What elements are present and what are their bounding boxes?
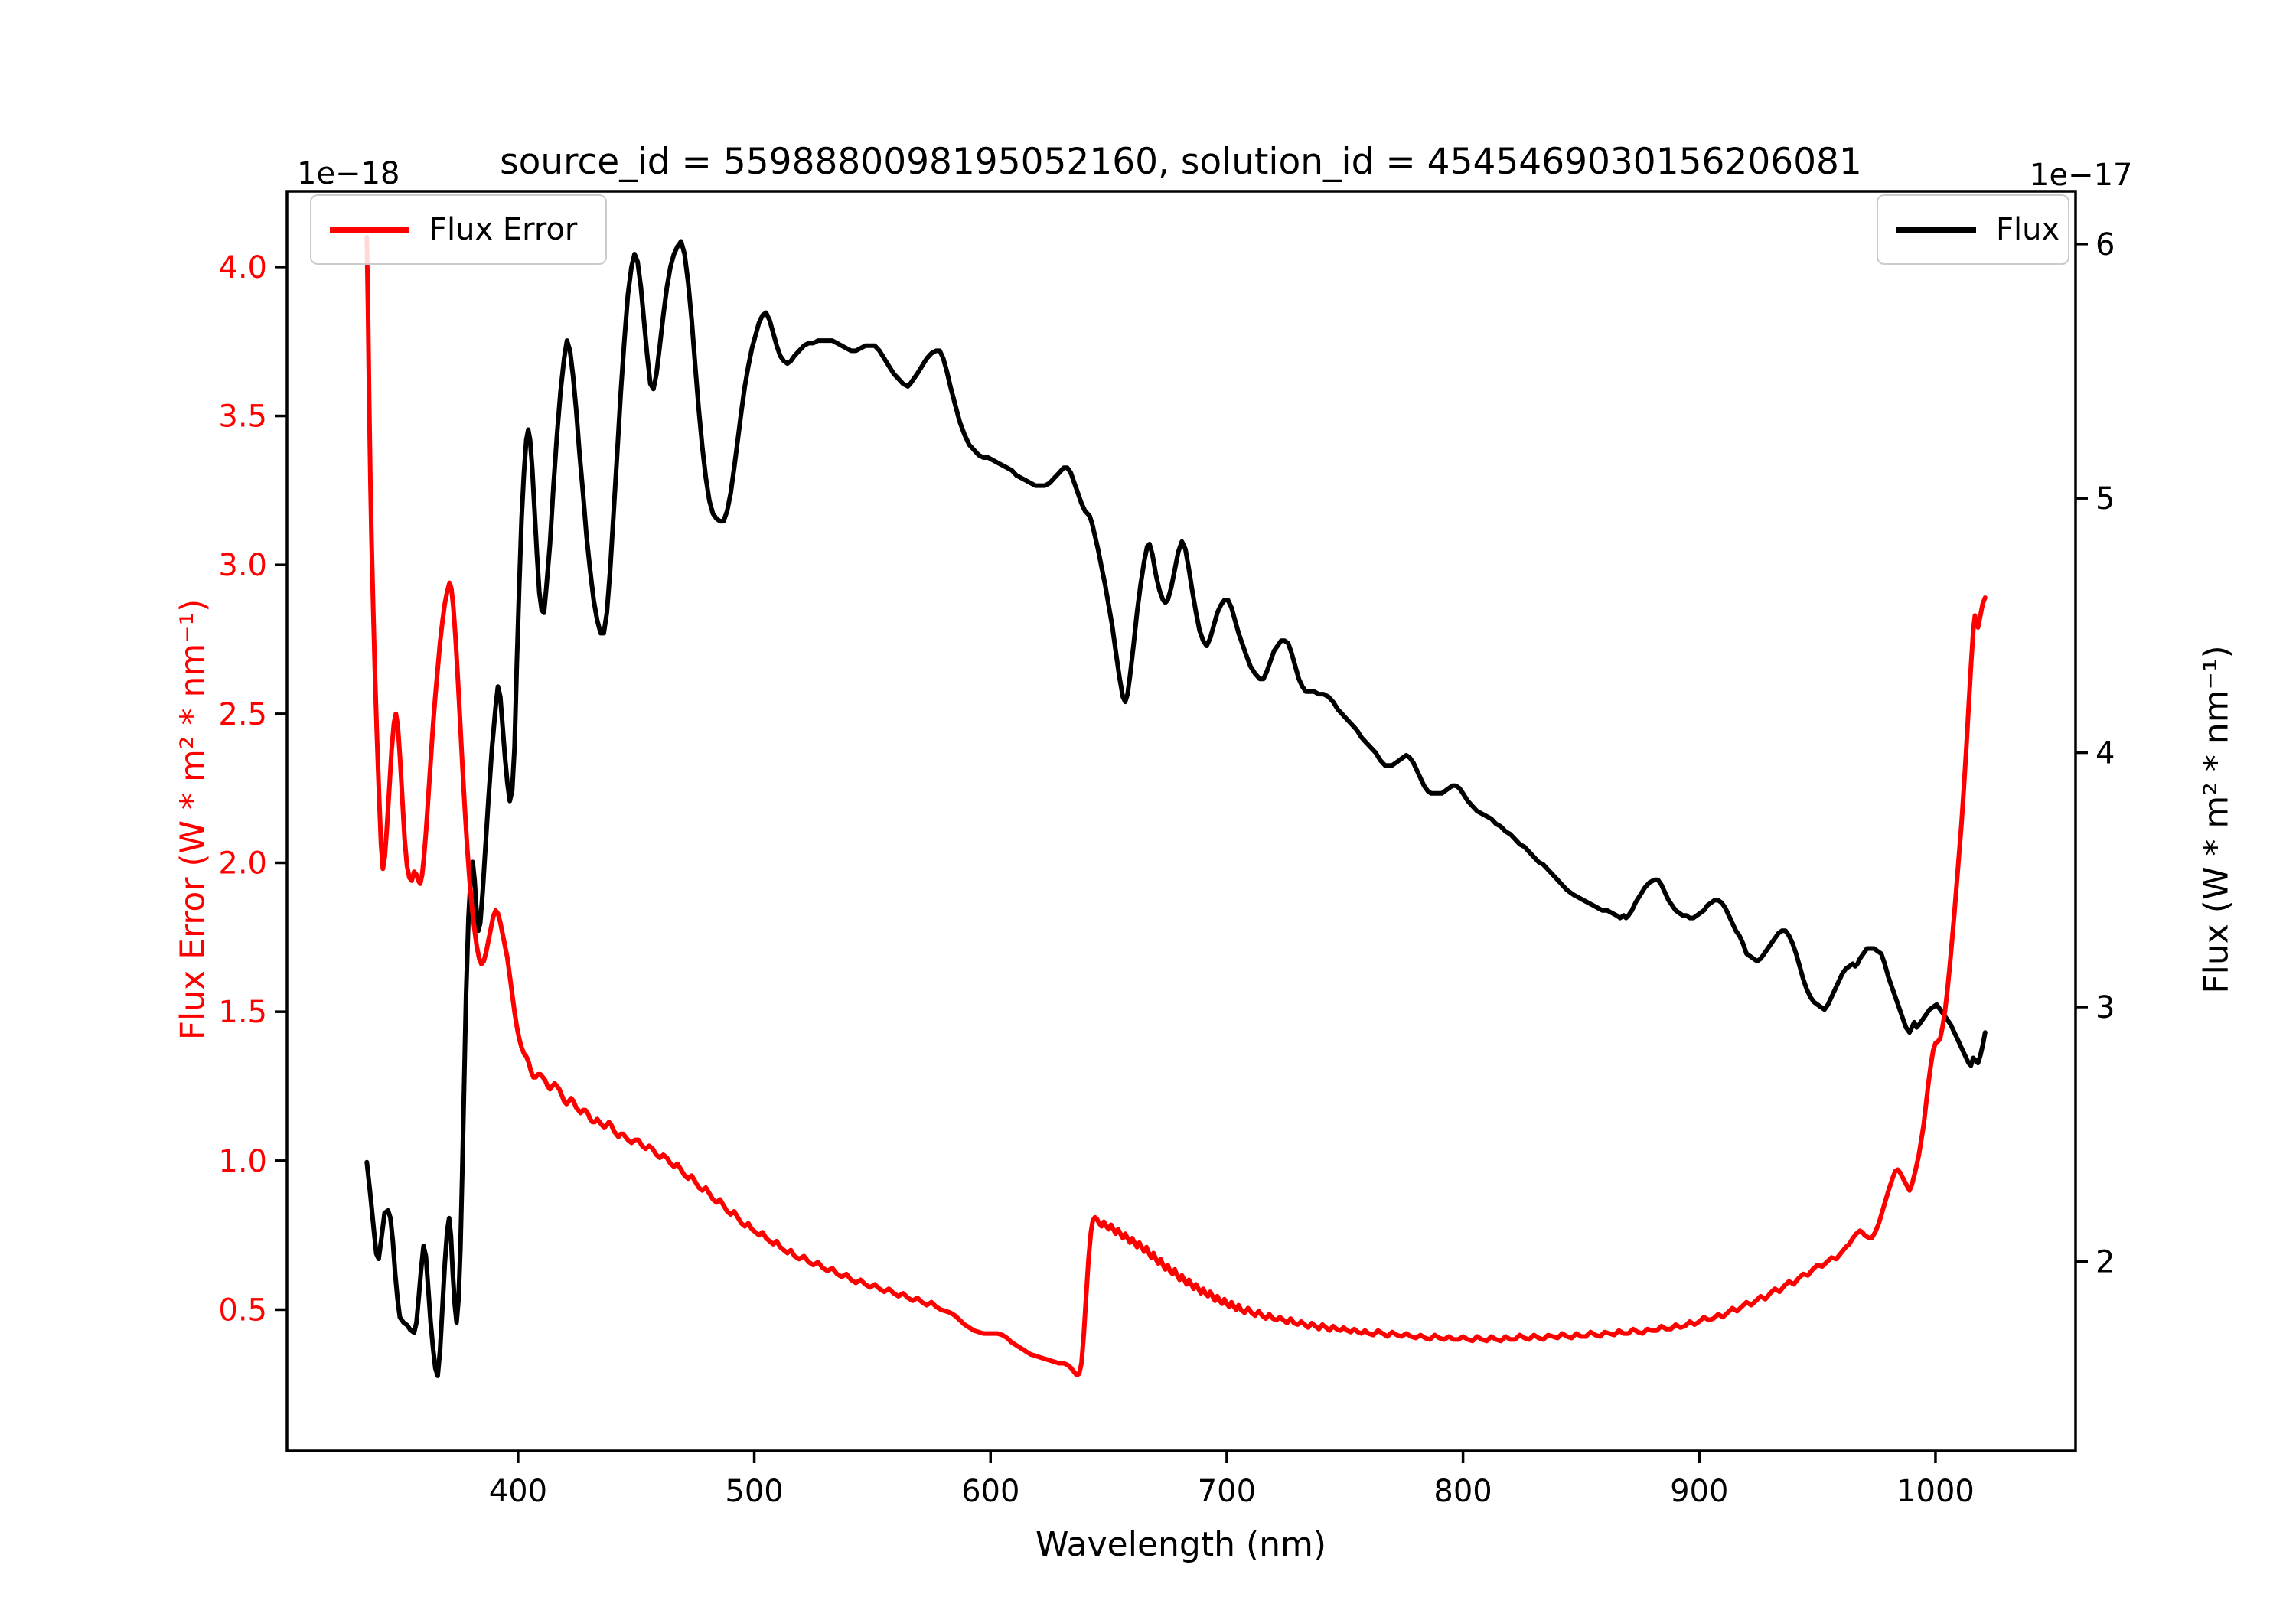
right-y-tick-label: 6	[2095, 227, 2115, 262]
x-tick-label: 400	[489, 1474, 547, 1509]
left-y-tick-label: 1.5	[218, 995, 267, 1030]
x-tick-label: 600	[961, 1474, 1019, 1509]
left-axis-offset-label: 1e−18	[297, 156, 400, 191]
right-y-tick-label: 3	[2095, 990, 2115, 1025]
right-axis-ticks: 2 3 4 5 6	[2076, 227, 2115, 1279]
right-axis-offset-label: 1e−17	[2030, 158, 2133, 193]
x-tick-label: 1000	[1896, 1474, 1975, 1509]
legend-flux: Flux	[1877, 194, 2069, 265]
right-y-tick-label: 4	[2095, 736, 2115, 771]
flux-line	[364, 239, 1988, 1378]
x-tick-label: 800	[1433, 1474, 1492, 1509]
left-y-tick-label: 0.5	[218, 1292, 267, 1328]
x-tick-label: 500	[725, 1474, 783, 1509]
left-y-axis-label: Flux Error (W * m² * nm⁻¹)	[173, 598, 213, 1041]
chart-title: source_id = 5598880098195052160, solutio…	[500, 141, 1862, 183]
flux-legend-line-icon	[1896, 227, 1976, 233]
right-y-tick-label: 5	[2095, 481, 2115, 517]
left-y-tick-label: 1.0	[218, 1144, 267, 1179]
left-y-tick-label: 2.5	[218, 697, 267, 732]
x-tick-label: 900	[1670, 1474, 1728, 1509]
flux-error-line	[364, 235, 1988, 1378]
flux-error-legend-label: Flux Error	[429, 212, 578, 247]
left-axis-ticks: 0.5 1.0 1.5 2.0 2.5 3.0 3.5 4.0	[218, 250, 287, 1328]
x-axis-ticks: 400 500 600 700 800 900 1000	[489, 1451, 1975, 1509]
right-y-axis-label: Flux (W * m² * nm⁻¹)	[2197, 645, 2236, 994]
plot-area-border	[285, 190, 2077, 1452]
right-y-tick-label: 2	[2095, 1244, 2115, 1279]
left-y-tick-label: 4.0	[218, 250, 267, 285]
x-tick-label: 700	[1198, 1474, 1256, 1509]
x-axis-label: Wavelength (nm)	[1035, 1525, 1327, 1564]
left-y-tick-label: 3.0	[218, 548, 267, 583]
left-y-tick-label: 2.0	[218, 846, 267, 882]
left-y-tick-label: 3.5	[218, 399, 267, 435]
flux-error-legend-line-icon	[330, 227, 409, 233]
flux-legend-label: Flux	[1996, 212, 2060, 247]
legend-flux-error: Flux Error	[310, 194, 607, 265]
